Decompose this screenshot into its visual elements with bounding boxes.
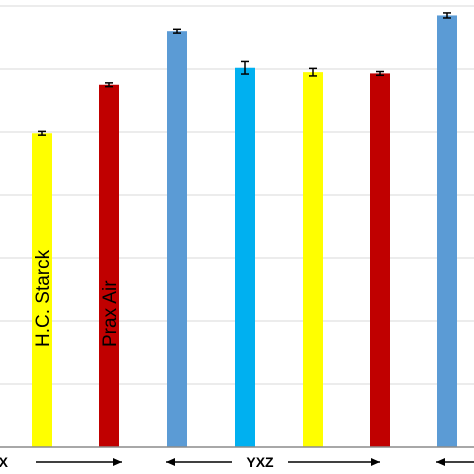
bar: [437, 15, 457, 447]
error-bar: [105, 82, 113, 88]
group-label: X: [0, 454, 9, 470]
group-bracket-yxz: YXZ: [166, 454, 380, 470]
group-label: YXZ: [246, 454, 274, 470]
error-bar: [376, 70, 384, 77]
error-bar: [38, 130, 46, 136]
group-brackets: X YXZ: [0, 454, 474, 470]
bar: [370, 73, 390, 447]
bar: [99, 84, 119, 447]
error-bar: [309, 67, 317, 77]
bar: [167, 31, 187, 447]
bar-label: Prax Air: [100, 280, 121, 347]
bar: [235, 67, 255, 448]
bar: [303, 72, 323, 448]
group-bracket-x: X: [0, 454, 122, 470]
bar: [32, 133, 52, 447]
error-bars: [38, 12, 451, 136]
bar-labels: H.C. Starck Prax Air: [33, 249, 121, 347]
bars: [32, 15, 457, 448]
group-bracket-next: [436, 458, 474, 466]
error-bar: [443, 12, 451, 19]
bar-label: H.C. Starck: [33, 249, 54, 347]
error-bar: [173, 28, 181, 34]
error-bar: [241, 60, 249, 75]
